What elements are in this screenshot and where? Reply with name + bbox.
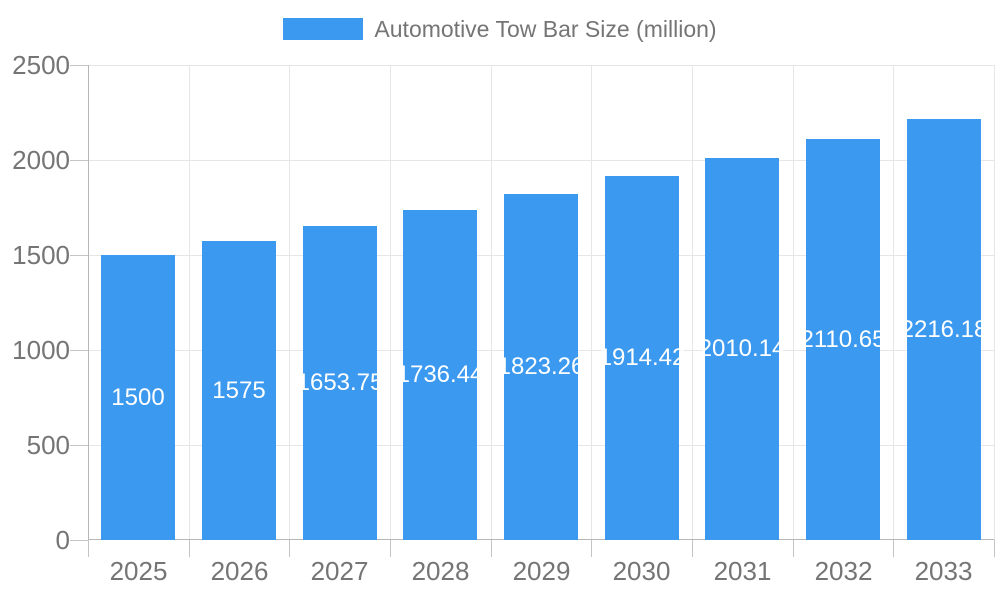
bar-value-label: 1736.44	[396, 361, 484, 388]
bar-value-label: 2110.65	[800, 325, 886, 353]
bar-value-label: 1823.26	[497, 353, 585, 380]
gridline-horizontal	[88, 160, 994, 161]
x-axis-tick	[390, 540, 391, 557]
bar[interactable]: 2010.14	[699, 158, 785, 540]
x-axis-tick	[793, 540, 794, 557]
bar-value-label: 1500	[111, 383, 165, 411]
y-tick-label: 1500	[12, 240, 70, 270]
y-axis-tick	[70, 350, 88, 351]
gridline-vertical	[692, 65, 693, 540]
y-tick-label: 2500	[12, 50, 70, 80]
bar-value-label: 1653.75	[296, 369, 384, 396]
gridline-vertical	[189, 65, 190, 540]
x-tick-label: 2029	[512, 556, 571, 586]
x-axis-tick	[289, 540, 290, 557]
x-axis-tick	[491, 540, 492, 557]
gridline-vertical	[491, 65, 492, 540]
gridline-vertical	[994, 65, 995, 540]
plot-area[interactable]: 1500 1575 1653.75 1736.44 1823.26 1914.42 2010…	[70, 65, 995, 557]
bar[interactable]: 1653.75	[297, 226, 383, 540]
bar-value-label: 2010.14	[698, 335, 786, 362]
y-axis-tick	[70, 65, 88, 66]
y-axis-tick	[70, 255, 88, 256]
y-axis-line	[88, 65, 89, 557]
x-tick-label: 2025	[109, 556, 168, 586]
x-axis-tick	[189, 540, 190, 557]
bar-value-label: 1914.42	[598, 344, 686, 371]
y-axis-tick	[70, 445, 88, 446]
legend: Automotive Tow Bar Size (million)	[0, 16, 1000, 42]
y-tick-label: 1000	[12, 335, 70, 365]
gridline-vertical	[591, 65, 592, 540]
x-axis-tick	[994, 540, 995, 557]
bar[interactable]: 1500	[101, 255, 175, 540]
x-axis-tick	[88, 540, 89, 557]
bar[interactable]: 1736.44	[397, 210, 483, 540]
bar[interactable]: 2216.18	[901, 119, 987, 540]
x-axis-tick	[893, 540, 894, 557]
x-tick-label: 2027	[310, 556, 369, 586]
bar[interactable]: 1914.42	[599, 176, 685, 540]
bar[interactable]: 2110.65	[801, 139, 886, 540]
gridline-vertical	[893, 65, 894, 540]
bar[interactable]: 1575	[202, 241, 276, 540]
bar[interactable]: 1823.26	[498, 194, 584, 540]
x-tick-label: 2032	[814, 556, 873, 586]
legend-swatch	[283, 18, 364, 40]
gridline-vertical	[390, 65, 391, 540]
bar-value-label: 1575	[212, 376, 266, 404]
y-axis-tick	[70, 540, 88, 541]
gridline-horizontal	[88, 65, 994, 66]
y-tick-label: 2000	[12, 145, 70, 175]
y-axis-tick	[70, 160, 88, 161]
x-tick-label: 2028	[411, 556, 470, 586]
x-tick-label: 2033	[914, 556, 973, 586]
x-tick-label: 2026	[210, 556, 269, 586]
gridline-vertical	[289, 65, 290, 540]
legend-label: Automotive Tow Bar Size (million)	[374, 16, 717, 42]
x-axis-tick	[692, 540, 693, 557]
y-tick-label: 0	[55, 525, 70, 555]
x-tick-label: 2031	[713, 556, 772, 586]
x-axis-tick	[591, 540, 592, 557]
bar-value-label: 2216.18	[900, 315, 988, 343]
gridline-vertical	[793, 65, 794, 540]
x-tick-label: 2030	[612, 556, 671, 586]
y-tick-label: 500	[26, 430, 70, 460]
